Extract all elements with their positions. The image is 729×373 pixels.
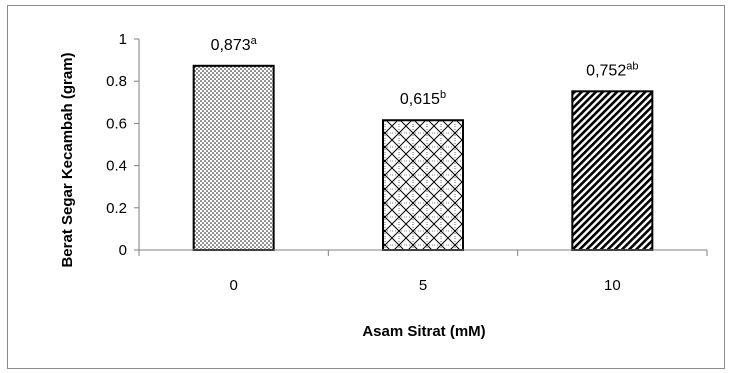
- data-label-superscript: a: [251, 35, 258, 47]
- x-tick-label: 5: [419, 277, 427, 294]
- y-tick-label: 0: [119, 242, 127, 259]
- x-tick-label: 0: [229, 277, 237, 294]
- y-tick-label: 0.2: [106, 200, 127, 217]
- data-label-superscript: ab: [626, 60, 638, 72]
- x-tick-label: 10: [604, 277, 621, 294]
- axes: [138, 39, 707, 251]
- x-axis-ticks: 0 5 10: [138, 250, 708, 294]
- y-tick-label: 0.4: [106, 158, 127, 175]
- bar-0: [192, 64, 275, 251]
- y-tick-label: 0.8: [106, 73, 127, 90]
- y-tick-label: 1: [119, 31, 127, 48]
- data-label: 0,873a: [211, 35, 258, 54]
- x-axis-title: Asam Sitrat (mM): [362, 323, 485, 340]
- data-label-value: 0,615: [400, 91, 440, 108]
- bar-10: [571, 90, 654, 251]
- bars: [192, 64, 654, 251]
- bar-5: [382, 119, 464, 251]
- data-label-value: 0,752: [586, 62, 626, 79]
- y-tick-label: 0.6: [106, 115, 127, 132]
- data-label-value: 0,873: [211, 37, 251, 54]
- data-label-superscript: b: [440, 89, 446, 101]
- data-label: 0,752ab: [586, 60, 638, 79]
- y-axis-title: Berat Segar Kecambah (gram): [59, 52, 76, 267]
- y-axis-ticks: 0 0.2 0.4 0.6 0.8 1: [106, 31, 139, 259]
- data-label: 0,615b: [400, 89, 446, 108]
